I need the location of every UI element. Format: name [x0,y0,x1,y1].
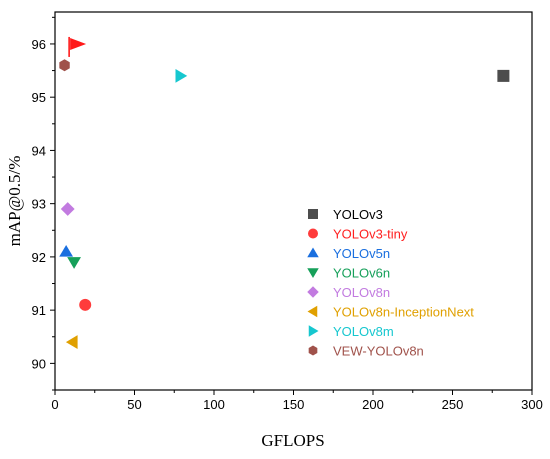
legend-label: YOLOv5n [333,246,390,261]
data-point [79,298,92,311]
data-point [60,202,75,216]
annotations [68,36,87,57]
data-point [59,59,70,72]
y-axis-ticks: 90 91 92 93 94 95 96 [32,16,55,391]
data-point [67,257,81,269]
legend-marker [308,228,318,239]
legend-marker [307,286,319,298]
data-point [65,335,78,349]
y-tick-label: 92 [32,250,46,265]
legend-marker [308,209,318,219]
legend-marker [308,325,319,337]
x-tick-label: 100 [203,397,225,412]
y-tick-label: 93 [32,197,46,212]
x-axis-ticks: 0 50 100 150 200 250 300 [51,390,543,412]
data-points [59,59,510,349]
legend-label: YOLOv8n-InceptionNext [333,305,474,320]
legend-marker [307,247,319,258]
x-tick-label: 300 [521,397,543,412]
legend-label: VEW-YOLOv8n [333,344,424,359]
legend-label: YOLOv3 [333,207,383,222]
legend-label: YOLOv8m [333,324,394,339]
data-point [175,68,188,83]
x-tick-label: 200 [362,397,384,412]
data-point [59,244,74,257]
legend-label: YOLOv3-tiny [333,227,408,242]
flag-marker [70,37,87,50]
legend-label: YOLOv6n [333,266,390,281]
y-tick-label: 96 [32,37,46,52]
y-axis-title: mAP@0.5/% [5,156,24,247]
y-tick-label: 90 [32,356,46,371]
x-axis-title: GFLOPS [261,431,324,450]
x-tick-label: 150 [283,397,305,412]
plot-frame [54,11,533,391]
x-tick-label: 0 [51,397,58,412]
legend: YOLOv3 YOLOv3-tiny YOLOv5n YOLOv6n YOLOv8n YO… [307,207,474,359]
legend-marker [307,268,319,278]
x-tick-label: 50 [127,397,141,412]
legend-label: YOLOv8n [333,285,390,300]
y-tick-label: 91 [32,303,46,318]
legend-marker [307,305,318,318]
y-tick-label: 94 [32,143,46,158]
data-point [497,69,510,82]
x-tick-label: 250 [442,397,464,412]
y-tick-label: 95 [32,90,46,105]
legend-marker [308,345,318,356]
